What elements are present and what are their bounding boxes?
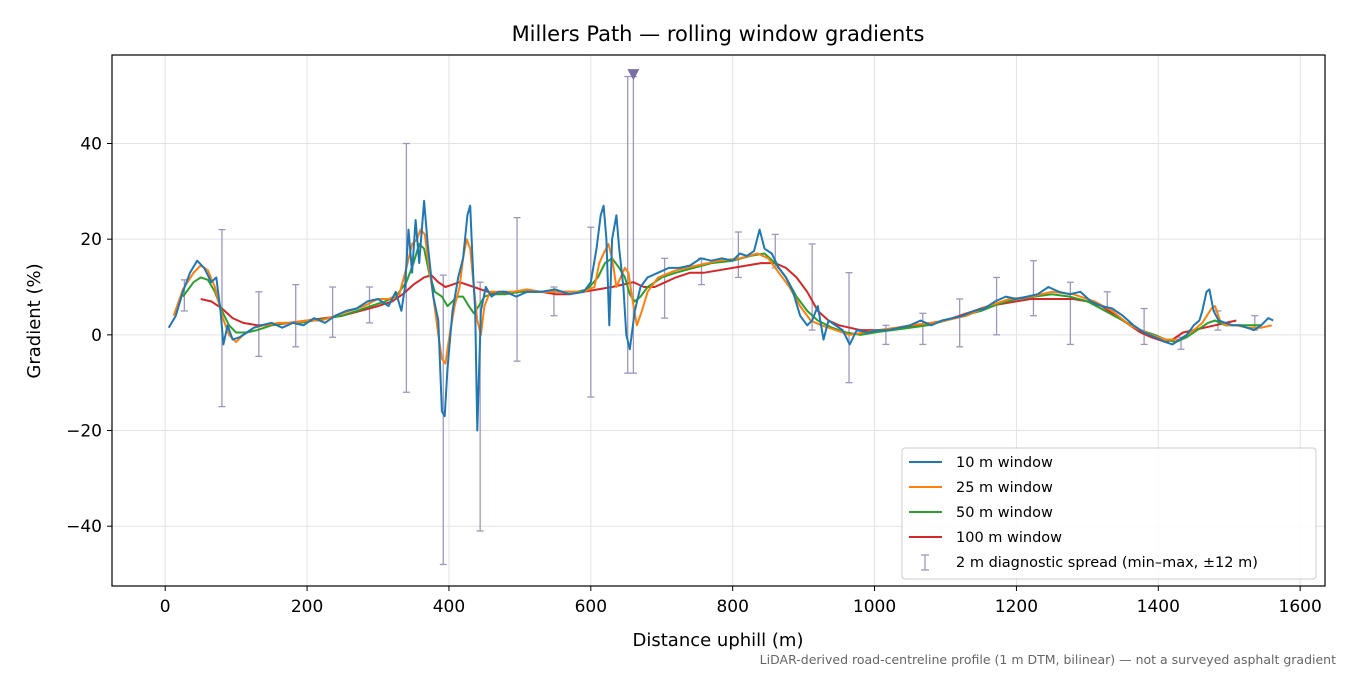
series-line-100m — [200, 262, 1237, 343]
y-axis-title: Gradient (%) — [24, 263, 45, 378]
x-tick-label: 400 — [433, 597, 465, 617]
x-tick-label: 200 — [291, 597, 323, 617]
plot-area — [167, 69, 1274, 566]
legend-label-diagnostic: 2 m diagnostic spread (min–max, ±12 m) — [956, 555, 1258, 571]
series-line-10m — [167, 199, 1274, 432]
legend-label-25m: 25 m window — [956, 480, 1053, 496]
x-axis-title: Distance uphill (m) — [633, 630, 804, 651]
legend-box — [901, 447, 1317, 580]
chart-title: Millers Path — rolling window gradients — [512, 22, 925, 46]
x-tick-label: 1200 — [995, 597, 1038, 617]
legend: 10 m window 25 m window 50 m window 100 … — [901, 447, 1317, 580]
legend-swatch-diagnostic — [921, 554, 929, 571]
legend-label-50m: 50 m window — [956, 505, 1053, 521]
plot-frame — [111, 54, 1326, 587]
x-tick-label: 800 — [716, 597, 748, 617]
legend-label-10m: 10 m window — [956, 455, 1053, 471]
y-tick-label: 20 — [80, 230, 102, 250]
y-tick-label: 40 — [80, 135, 102, 155]
y-tick-label: 0 — [91, 326, 102, 346]
x-tick-label: 0 — [160, 597, 171, 617]
clipped-value-marker — [627, 69, 640, 81]
y-tick-label: −20 — [66, 422, 102, 442]
x-tick-label: 1600 — [1279, 597, 1322, 617]
x-tick-label: 1000 — [853, 597, 896, 617]
footnote: LiDAR-derived road-centreline profile (1… — [760, 652, 1336, 667]
x-tick-label: 1400 — [1137, 597, 1180, 617]
x-tick-label: 600 — [575, 597, 607, 617]
axis-ticks: 0 200 400 600 800 1000 1200 1400 1600 −40 −20 0 20 40 — [66, 135, 1322, 618]
y-tick-label: −40 — [66, 517, 102, 537]
legend-label-100m: 100 m window — [956, 530, 1062, 546]
